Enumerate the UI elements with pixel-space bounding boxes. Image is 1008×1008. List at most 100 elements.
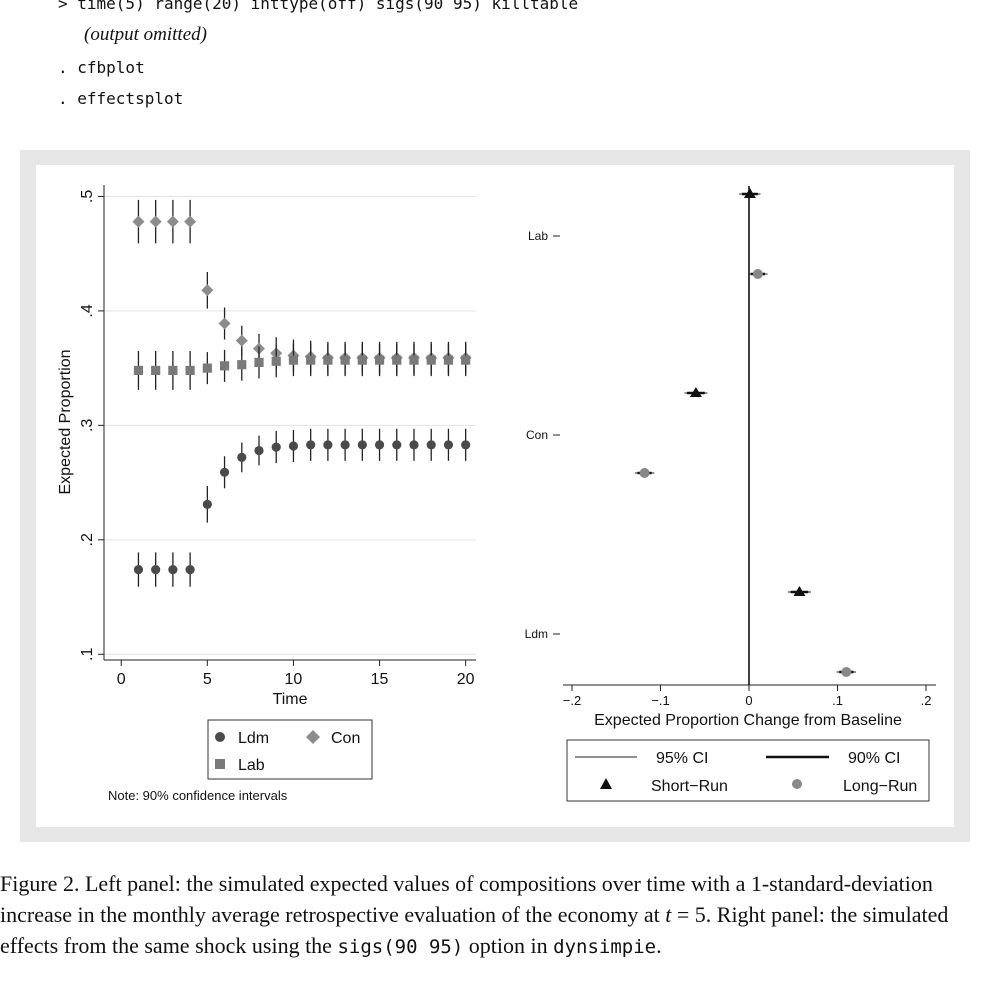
- caption-part-3: option in: [463, 933, 554, 958]
- code-line-2: (output omitted): [84, 24, 207, 45]
- short-run-point: [793, 586, 806, 596]
- left-y-tick-label: .3: [79, 419, 96, 432]
- ldm-point: [151, 564, 161, 575]
- left-axes: .1 .2 .3 .4 .5 0 5 10 15 20: [79, 185, 476, 688]
- legend-con-marker: [306, 730, 320, 744]
- right-category-label-con: Con: [526, 428, 548, 442]
- ldm-point: [271, 442, 281, 452]
- ldm-point: [133, 564, 144, 575]
- ldm-point: [323, 440, 333, 450]
- left-panel: .1 .2 .3 .4 .5 0 5 10 15 20 Expected Proportion T…: [57, 185, 476, 803]
- con-point: [235, 334, 248, 347]
- left-x-tick-label: 0: [117, 671, 126, 688]
- lab-point: [168, 365, 178, 376]
- lab-point: [202, 363, 212, 373]
- lab-point: [323, 355, 333, 365]
- ldm-point: [409, 440, 419, 450]
- left-y-tick-label: .1: [79, 648, 96, 661]
- left-x-tick-label: 15: [371, 671, 389, 688]
- ldm-point: [461, 440, 471, 450]
- short-run-point: [689, 387, 702, 397]
- lab-point: [185, 365, 195, 376]
- ldm-point: [426, 440, 436, 450]
- right-category-label-lab: Lab: [528, 229, 548, 243]
- left-ylabel: Expected Proportion: [57, 350, 74, 495]
- lab-point: [392, 355, 402, 365]
- code-line-4: . effectsplot: [58, 89, 184, 108]
- legend-ci95-label: 95% CI: [656, 750, 708, 767]
- ldm-point: [168, 564, 178, 575]
- ldm-point: [306, 440, 316, 450]
- legend-ci90-label: 90% CI: [848, 750, 900, 767]
- legend-ldm-marker: [215, 732, 225, 742]
- code-line-1: > time(5) range(20) inttype(off) sigs(90…: [58, 0, 579, 13]
- lab-point: [288, 355, 299, 365]
- legend-short-marker: [600, 778, 612, 789]
- lab-point: [133, 365, 144, 376]
- left-legend: Ldm Con Lab: [207, 719, 373, 780]
- right-panel: −.2 −.1 0 .1 .2 Lab Con Ldm Expected Proportion…: [525, 186, 936, 802]
- ldm-point: [254, 445, 264, 456]
- ldm-point: [374, 440, 385, 450]
- caption-code-sigs: sigs(90 95): [337, 936, 464, 958]
- legend-long-marker: [792, 779, 802, 789]
- left-y-tick-label: .4: [79, 304, 96, 317]
- con-point: [218, 317, 231, 330]
- legend-lab-label: Lab: [238, 757, 265, 774]
- right-x-tick-label: −.1: [651, 693, 669, 708]
- legend-lab-marker: [215, 759, 225, 769]
- right-marks: [634, 188, 857, 677]
- left-marks: [132, 199, 472, 587]
- right-legend: 95% CI 90% CI Short−Run Long−Run: [566, 739, 930, 802]
- left-grid: [104, 195, 476, 655]
- caption-code-dynsimpie: dynsimpie: [553, 936, 657, 958]
- left-x-tick-label: 20: [457, 671, 475, 688]
- right-xlabel: Expected Proportion Change from Baseline: [594, 712, 902, 729]
- left-y-tick-label: .5: [79, 190, 96, 203]
- ldm-point: [357, 440, 367, 450]
- ldm-point: [288, 441, 299, 451]
- lab-point: [306, 355, 316, 365]
- legend-con-label: Con: [331, 730, 360, 747]
- con-point: [201, 284, 214, 297]
- ldm-point: [340, 440, 350, 450]
- lab-point: [426, 355, 436, 365]
- long-run-point: [639, 468, 650, 478]
- lab-point: [219, 361, 230, 371]
- con-point: [184, 215, 197, 228]
- lab-point: [340, 355, 350, 365]
- ldm-point: [237, 452, 247, 463]
- figure-panel: [36, 165, 954, 827]
- legend-short-label: Short−Run: [651, 778, 728, 795]
- lab-point: [237, 360, 247, 370]
- long-run-point: [752, 269, 763, 279]
- left-x-tick-label: 10: [285, 671, 303, 688]
- caption-part-1: Figure 2. Left panel: the simulated expe…: [0, 871, 933, 927]
- right-x-tick-label: −.2: [563, 693, 581, 708]
- lab-point: [271, 356, 281, 366]
- con-point: [149, 215, 162, 228]
- ldm-point: [202, 499, 212, 509]
- short-run-point: [743, 188, 756, 198]
- right-category-label-ldm: Ldm: [525, 627, 548, 641]
- caption-part-2: = 5. Right panel: the simulated effects …: [0, 902, 949, 958]
- lab-point: [254, 357, 264, 368]
- lab-point: [461, 355, 471, 365]
- left-xlabel: Time: [273, 691, 308, 708]
- lab-point: [151, 365, 161, 376]
- left-y-tick-label: .2: [79, 533, 96, 546]
- con-point: [132, 215, 145, 228]
- lab-point: [357, 355, 367, 365]
- left-note: Note: 90% confidence intervals: [108, 788, 288, 803]
- legend-long-label: Long−Run: [843, 778, 917, 795]
- ldm-point: [219, 467, 230, 477]
- lab-point: [409, 355, 419, 365]
- ldm-point: [392, 440, 402, 450]
- code-line-3: . cfbplot: [58, 58, 145, 77]
- legend-ldm-label: Ldm: [238, 730, 269, 747]
- ldm-point: [443, 440, 454, 450]
- lab-point: [374, 355, 385, 365]
- right-x-tick-label: .2: [921, 693, 932, 708]
- right-axes: −.2 −.1 0 .1 .2 Lab Con Ldm: [525, 186, 936, 708]
